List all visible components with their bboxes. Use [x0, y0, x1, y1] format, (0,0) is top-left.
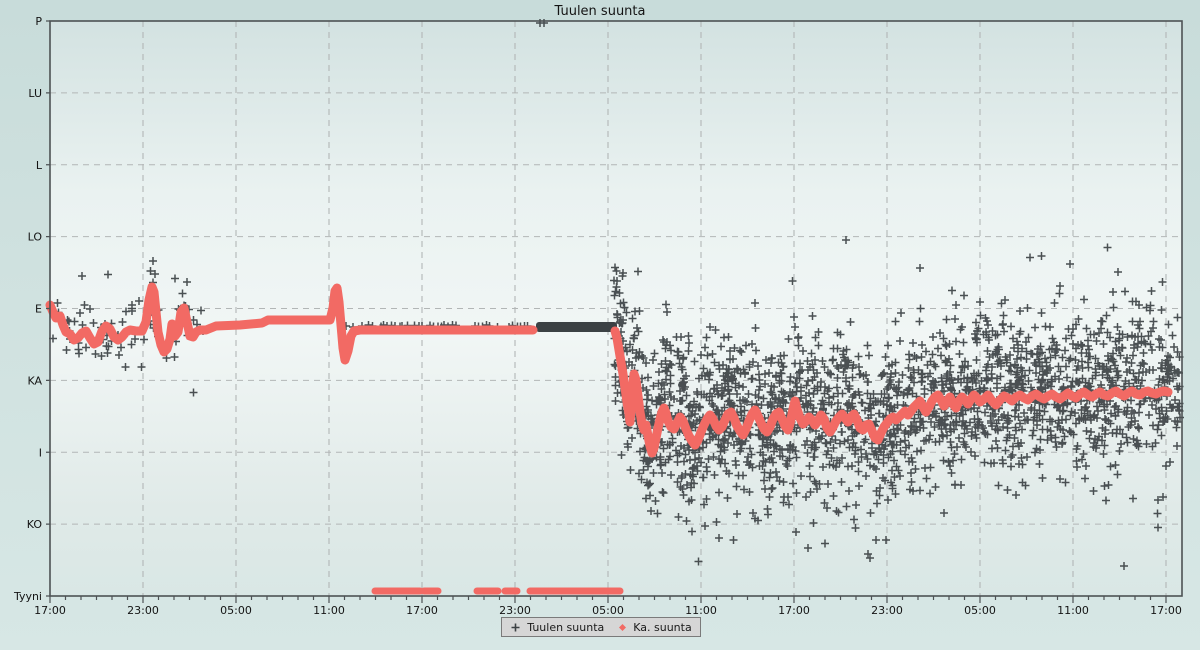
- x-axis-label: 05:00: [220, 604, 252, 617]
- y-axis-label: KO: [27, 518, 43, 531]
- legend-label-average-direction: Ka. suunta: [633, 620, 692, 634]
- x-axis-label: 11:00: [1057, 604, 1089, 617]
- y-axis-label: KA: [27, 374, 42, 387]
- x-axis-label: 11:00: [685, 604, 717, 617]
- y-axis-label: LU: [28, 87, 42, 100]
- x-axis-label: 17:00: [406, 604, 438, 617]
- x-axis-label: 11:00: [313, 604, 345, 617]
- chart-title: Tuulen suunta: [554, 4, 646, 19]
- legend: Tuulen suunta Ka. suunta: [501, 617, 701, 637]
- y-axis-label: L: [36, 159, 43, 172]
- axis-ticks: [46, 20, 1167, 603]
- average-direction-line: [45, 282, 538, 365]
- y-axis-label: Tyyni: [13, 590, 42, 603]
- y-axis-label: E: [35, 303, 42, 316]
- x-axis-label: 23:00: [499, 604, 531, 617]
- x-axis-label: 23:00: [127, 604, 159, 617]
- y-axis-label: P: [35, 15, 42, 28]
- diamond-marker-icon: [619, 623, 627, 631]
- average-direction-line: [610, 326, 1173, 458]
- x-axis-label: 17:00: [34, 604, 66, 617]
- y-axis-label: I: [39, 446, 42, 459]
- x-axis-label: 17:00: [778, 604, 810, 617]
- x-axis-label: 05:00: [592, 604, 624, 617]
- plus-marker-icon: [511, 623, 520, 631]
- constant-reading-bar: [536, 322, 617, 332]
- legend-label-wind-direction: Tuulen suunta: [527, 620, 605, 634]
- x-axis-label: 05:00: [964, 604, 996, 617]
- y-axis-label: LO: [28, 231, 43, 244]
- legend-item-average-direction: Ka. suunta: [618, 620, 692, 634]
- legend-item-wind-direction: Tuulen suunta: [510, 621, 604, 634]
- x-axis-label: 17:00: [1150, 604, 1182, 617]
- x-axis-label: 23:00: [871, 604, 903, 617]
